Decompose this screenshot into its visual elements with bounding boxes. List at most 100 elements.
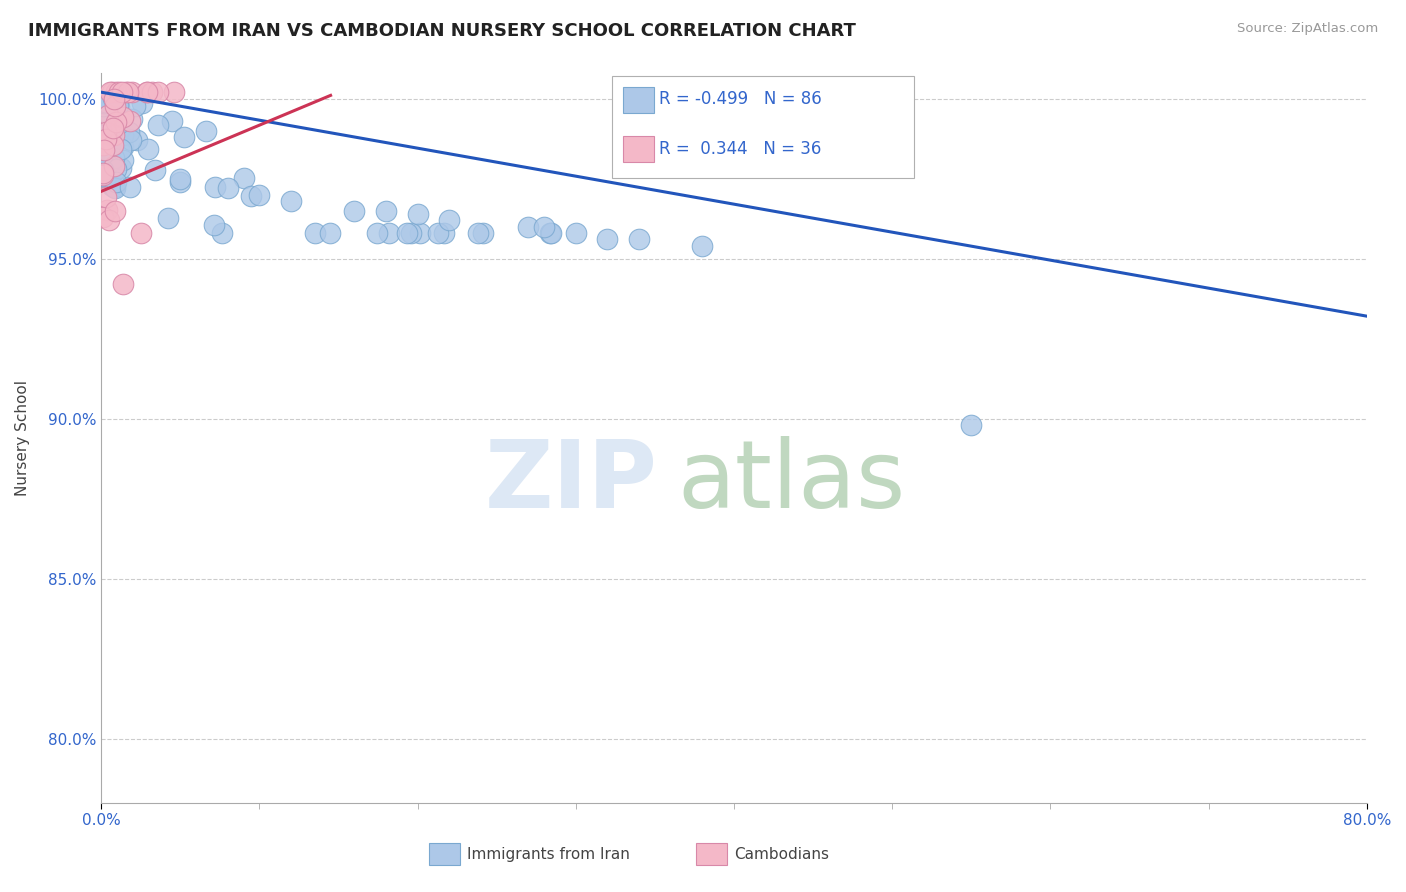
Point (472, 226, 495, 240)
Point (105, 174, 128, 188)
Point (104, 181, 127, 195)
Point (111, 85, 134, 99)
Point (628, 232, 651, 246)
Point (91, 135, 114, 149)
Point (94, 189, 117, 203)
Point (596, 232, 619, 246)
Point (143, 163, 166, 178)
Point (108, 122, 131, 136)
Point (101, 121, 124, 136)
Point (121, 85, 143, 99)
Point (107, 97, 129, 112)
Point (127, 133, 149, 147)
Point (103, 128, 125, 142)
Point (91, 138, 114, 153)
Point (111, 110, 134, 124)
Point (96, 104, 118, 119)
Text: ZIP: ZIP (485, 435, 658, 527)
Point (91, 147, 114, 161)
Point (204, 180, 226, 194)
Point (98, 172, 121, 186)
Point (162, 113, 184, 128)
Point (96, 132, 118, 146)
Point (540, 226, 562, 240)
Point (98, 108, 121, 122)
Point (399, 226, 422, 240)
Point (163, 85, 186, 99)
Point (217, 181, 239, 195)
Point (108, 100, 131, 114)
Point (93, 128, 115, 142)
Point (101, 137, 124, 152)
Point (93, 146, 115, 161)
Point (280, 194, 302, 208)
Point (121, 112, 143, 127)
Point (247, 187, 270, 202)
Point (94, 95, 117, 109)
Text: Immigrants from Iran: Immigrants from Iran (467, 847, 630, 862)
Point (135, 85, 157, 99)
Point (93, 95, 115, 110)
Text: R = -0.499   N = 86: R = -0.499 N = 86 (659, 90, 823, 108)
Point (94, 125, 117, 139)
Point (104, 162, 127, 177)
Point (204, 218, 226, 232)
Point (427, 226, 450, 240)
Point (396, 226, 419, 240)
Point (124, 99, 146, 113)
Point (129, 226, 152, 240)
Point (517, 219, 540, 234)
Point (91, 139, 114, 153)
Point (343, 203, 366, 218)
Point (146, 85, 169, 99)
Point (97, 125, 120, 139)
Point (118, 125, 141, 139)
Text: Source: ZipAtlas.com: Source: ZipAtlas.com (1237, 22, 1378, 36)
Point (467, 226, 489, 240)
Point (131, 95, 153, 110)
Point (112, 277, 135, 292)
Point (100, 178, 122, 193)
Point (91, 168, 114, 182)
Point (91, 162, 114, 177)
Point (107, 85, 129, 99)
Point (692, 239, 714, 253)
Point (211, 226, 233, 240)
Point (304, 226, 326, 240)
Point (103, 180, 125, 194)
Point (169, 175, 191, 189)
Point (104, 203, 127, 218)
Point (406, 207, 429, 221)
Point (101, 91, 124, 105)
Point (96, 118, 118, 132)
Point (91, 99, 114, 113)
Text: Cambodians: Cambodians (734, 847, 830, 862)
Y-axis label: Nursery School: Nursery School (15, 380, 30, 496)
Point (110, 161, 132, 175)
Point (169, 171, 191, 186)
Point (98, 213, 121, 227)
Point (112, 153, 135, 167)
Point (91, 210, 114, 224)
Point (533, 219, 555, 234)
Point (112, 128, 135, 143)
Point (378, 226, 401, 240)
Point (135, 85, 157, 99)
Point (98, 138, 121, 153)
Point (103, 159, 125, 173)
Text: R =  0.344   N = 36: R = 0.344 N = 36 (659, 140, 821, 158)
Point (960, 417, 983, 432)
Point (375, 203, 398, 218)
Point (409, 226, 432, 240)
Point (136, 142, 159, 156)
Point (432, 226, 454, 240)
Point (98, 85, 121, 99)
Point (94, 169, 117, 184)
Point (318, 226, 340, 240)
Point (103, 110, 125, 124)
Point (103, 151, 125, 165)
Point (91, 166, 114, 180)
Point (118, 114, 141, 128)
Point (232, 171, 254, 186)
Point (100, 153, 122, 168)
